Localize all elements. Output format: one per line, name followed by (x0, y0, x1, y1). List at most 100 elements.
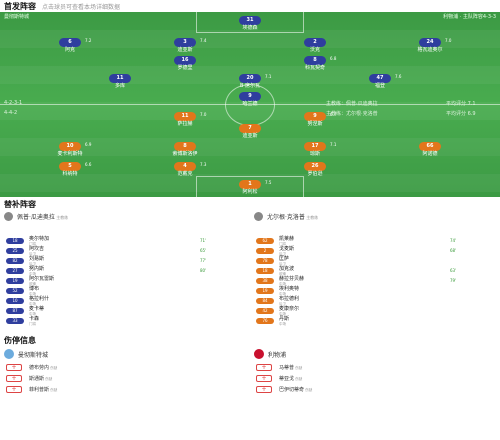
home-player[interactable]: 24 7.0 格瓦迪奥尔 (387, 38, 473, 53)
sub-row[interactable]: 25 阿坎吉 后卫 65' (0, 246, 250, 256)
injury-row[interactable]: + 斯通斯 伤缺 (0, 373, 250, 384)
away-rating-note: 平均评分 6.9 (446, 111, 476, 117)
sub-row[interactable]: 84 布拉德利 后卫 (250, 296, 500, 306)
sub-row[interactable]: 87 麦卡蒂 中场 (0, 306, 250, 316)
shirt-number: 6 (59, 38, 81, 47)
sub-row[interactable]: 82 刘易斯 后卫 77' (0, 256, 250, 266)
injury-row[interactable]: + 德布劳内 伤缺 (0, 362, 250, 373)
sub-number: 42 (256, 308, 274, 314)
sub-row[interactable]: 19 埃利奥特 中场 (250, 286, 500, 296)
home-player[interactable]: 6 7.2 阿克 (27, 38, 113, 53)
away-injury-list: + 马蒂普 伤缺 + 蒂亚戈 伤缺 + 巴伊切蒂奇 伤缺 (250, 362, 500, 395)
sub-row[interactable]: 10 格拉利什 中场 (0, 296, 250, 306)
home-player[interactable]: 47 7.6 福登 (337, 74, 423, 89)
player-rating: 6.8 (330, 56, 337, 61)
away-injury-team: 利物浦 (250, 348, 500, 360)
shirt-number: 24 (419, 38, 441, 47)
lineup-subtitle: 点击球员可查看本场详细数据 (42, 3, 121, 11)
shirt-number: 9 (239, 92, 261, 101)
home-player[interactable]: 3 7.4 迪亚斯 (142, 38, 228, 53)
player-name: 迪亚斯 (242, 133, 258, 139)
sub-number: 87 (6, 308, 24, 314)
sub-position: 门将 (279, 241, 286, 246)
sub-name: 埃利奥特 (279, 285, 300, 292)
home-player[interactable]: 16 罗德里 (142, 56, 228, 71)
away-player[interactable]: 5 6.6 科纳特 (27, 162, 113, 177)
injury-status: 伤缺 (50, 365, 58, 370)
away-coach[interactable]: 尤尔根·克洛普 主教练 (250, 210, 500, 222)
sub-name: 卡森 (29, 315, 40, 322)
player-rating: 7.0 (445, 38, 452, 43)
player-name: 琼斯 (309, 151, 320, 157)
home-crest-icon (4, 349, 14, 359)
sub-name: 布拉德利 (279, 295, 300, 302)
sub-row[interactable]: 52 博布 中场 (0, 286, 250, 296)
player-name: 麦卡利斯特 (57, 151, 83, 157)
sub-row[interactable]: 76 丹斯 中场 (250, 316, 500, 326)
home-injury-list: + 德布劳内 伤缺 + 斯通斯 伤缺 + 菲利普斯 伤缺 (0, 362, 250, 395)
sub-minute: 80' (200, 268, 207, 273)
sub-row[interactable]: 78 匡萨 后卫 (250, 256, 500, 266)
home-player[interactable]: 20 7.1 B·席尔瓦 (207, 74, 293, 89)
away-injury-team-name: 利物浦 (268, 351, 287, 359)
sub-name: 麦卡蒂 (29, 305, 45, 312)
home-player[interactable]: 8 6.8 科瓦契奇 (272, 56, 358, 71)
sub-position: 后卫 (279, 261, 286, 266)
sub-position: 门将 (29, 241, 36, 246)
home-player[interactable]: 2 沃克 (272, 38, 358, 53)
injury-row[interactable]: + 蒂亚戈 伤缺 (250, 373, 500, 384)
injury-cross-icon: + (6, 375, 22, 382)
away-player[interactable]: 1 7.5 阿利松 (207, 180, 293, 195)
sub-number: 27 (6, 268, 24, 274)
sub-number: 78 (256, 258, 274, 264)
away-player[interactable]: 9 6.7 努涅斯 (272, 112, 358, 127)
injuries-header: 伤停信息 (0, 334, 500, 346)
away-player[interactable]: 8 索博斯洛伊 (142, 142, 228, 157)
player-name: 埃德森 (242, 25, 258, 31)
player-name: 索博斯洛伊 (172, 151, 198, 157)
sub-name: 戈麦斯 (279, 245, 295, 252)
sub-name: 阿尔瓦雷斯 (29, 275, 55, 282)
sub-row[interactable]: 62 凯莱赫 门将 74' (250, 236, 500, 246)
away-player[interactable]: 7 迪亚斯 (207, 124, 293, 139)
away-player[interactable]: 10 6.9 麦卡利斯特 (27, 142, 113, 157)
away-team-label: 利物浦 · 主队阵容4-3-3 (443, 14, 496, 20)
shirt-number: 7 (239, 124, 261, 133)
shirt-number: 47 (369, 74, 391, 83)
home-coach[interactable]: 佩普·瓜迪奥拉 主教练 (0, 210, 250, 222)
sub-row[interactable]: 33 卡森 门将 (0, 316, 250, 326)
pitch: 曼彻斯特城 利物浦 · 主队阵容4-3-3 4-2-3-1 4-4-2 主教练：… (0, 12, 500, 197)
sub-position: 后卫 (29, 261, 36, 266)
sub-row[interactable]: 27 努内斯 中场 80' (0, 266, 250, 276)
sub-position: 中场 (279, 291, 286, 296)
home-player[interactable]: 11 多库 (77, 74, 163, 89)
away-coach-name: 尤尔根·克洛普 (267, 213, 305, 221)
home-player[interactable]: 31 埃德森 (207, 16, 293, 31)
away-player[interactable]: 17 7.1 琼斯 (272, 142, 358, 157)
away-coach-avatar (254, 211, 263, 221)
home-coach-name: 佩普·瓜迪奥拉 (17, 213, 55, 221)
away-player[interactable]: 4 7.3 范戴克 (142, 162, 228, 177)
sub-row[interactable]: 19 阿尔瓦雷斯 前锋 (0, 276, 250, 286)
shirt-number: 20 (239, 74, 261, 83)
sub-minute: 74' (450, 238, 457, 243)
sub-minute: 79' (450, 278, 457, 283)
home-player[interactable]: 9 哈兰德 (207, 92, 293, 107)
shirt-number: 11 (109, 74, 131, 83)
sub-row[interactable]: 2 戈麦斯 后卫 68' (250, 246, 500, 256)
injured-player-name: 德布劳内 (29, 364, 50, 371)
injury-row[interactable]: + 菲利普斯 伤缺 (0, 384, 250, 395)
sub-position: 中场 (29, 301, 36, 306)
sub-minute: 77' (200, 258, 207, 263)
sub-row[interactable]: 18 奥尔特加 门将 71' (0, 236, 250, 246)
away-player[interactable]: 26 罗伯逊 (272, 162, 358, 177)
injury-row[interactable]: + 巴伊切蒂奇 伤缺 (250, 384, 500, 395)
away-player[interactable]: 11 7.0 萨拉赫 (142, 112, 228, 127)
sub-position: 中场 (279, 311, 286, 316)
injury-row[interactable]: + 马蒂普 伤缺 (250, 362, 500, 373)
sub-row[interactable]: 38 赫拉芬贝赫 中场 79' (250, 276, 500, 286)
away-player[interactable]: 66 阿诺德 (387, 142, 473, 157)
player-rating: 6.6 (85, 162, 92, 167)
sub-row[interactable]: 42 麦康奈尔 中场 (250, 306, 500, 316)
sub-row[interactable]: 18 加克波 前锋 63' (250, 266, 500, 276)
